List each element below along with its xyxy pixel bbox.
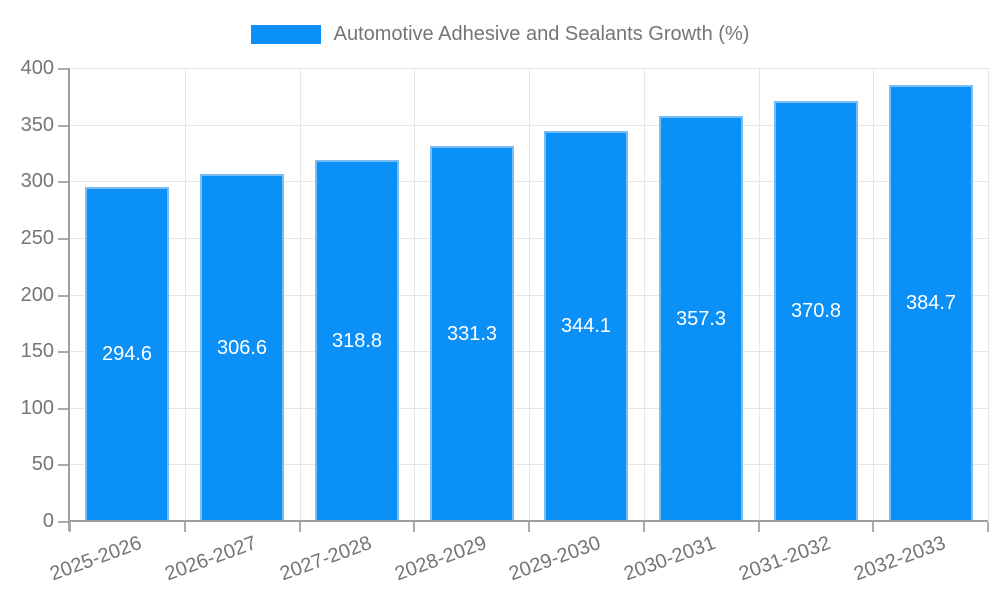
x-gridline [759,68,760,521]
x-gridline [414,68,415,521]
x-axis-line [68,520,988,522]
bar [544,131,628,520]
y-tick [58,68,68,70]
y-tick-label: 400 [20,57,54,79]
y-tick-label: 250 [20,227,54,249]
bar-value-label: 331.3 [446,323,498,345]
bar [315,160,399,520]
y-tick [58,125,68,127]
y-tick [58,238,68,240]
y-axis-line [68,68,70,531]
y-tick-label: 150 [20,340,54,362]
y-tick-label: 50 [31,453,54,475]
bar [85,187,169,520]
x-tick-label: 2025-2026 [47,531,145,586]
x-tick [872,522,874,532]
bar [200,174,284,520]
x-tick [528,522,530,532]
x-tick-label: 2030-2031 [621,531,719,586]
x-tick-label: 2032-2033 [851,531,949,586]
x-gridline [300,68,301,521]
x-gridline [185,68,186,521]
x-tick-label: 2026-2027 [162,531,260,586]
bar [659,116,743,520]
bar-value-label: 357.3 [675,308,727,330]
y-tick-label: 100 [20,397,54,419]
bar-value-label: 306.6 [216,337,268,359]
bar-value-label: 294.6 [101,343,153,365]
x-tick-label: 2028-2029 [392,531,490,586]
legend-label: Automotive Adhesive and Sealants Growth … [333,23,750,45]
x-gridline [988,68,989,521]
x-gridline [873,68,874,521]
x-tick [987,522,989,532]
x-tick-label: 2027-2028 [277,531,375,586]
legend-swatch [250,24,321,44]
bar [889,85,973,520]
x-tick [184,522,186,532]
y-tick [58,351,68,353]
x-tick [758,522,760,532]
bar-value-label: 344.1 [560,315,612,337]
x-tick [413,522,415,532]
y-tick-label: 300 [20,170,54,192]
bar-value-label: 318.8 [331,330,383,352]
bar [774,101,858,520]
x-tick [643,522,645,532]
y-tick [58,181,68,183]
x-tick [69,522,71,532]
x-tick-label: 2029-2030 [506,531,604,586]
x-tick [299,522,301,532]
y-tick-label: 350 [20,114,54,136]
bar [430,146,514,520]
chart-legend: Automotive Adhesive and Sealants Growth … [0,16,1000,52]
x-gridline [529,68,530,521]
y-tick [58,464,68,466]
bar-value-label: 370.8 [790,300,842,322]
bar-value-label: 384.7 [905,292,957,314]
y-tick [58,408,68,410]
y-tick [58,295,68,297]
x-tick-label: 2031-2032 [736,531,834,586]
y-tick [58,521,68,523]
y-tick-label: 0 [42,510,54,532]
x-gridline [644,68,645,521]
y-tick-label: 200 [20,284,54,306]
